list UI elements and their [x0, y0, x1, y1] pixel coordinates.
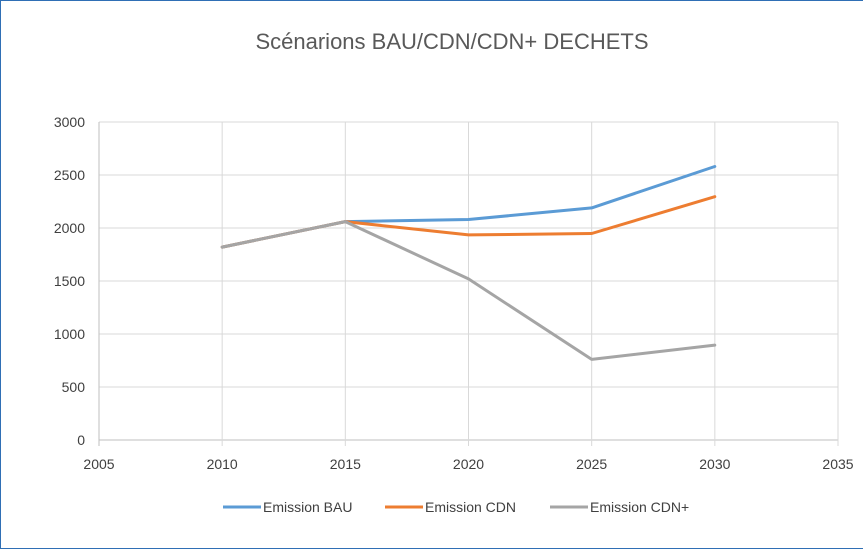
legend-label: Emission CDN+ — [590, 499, 689, 515]
grid — [98, 121, 839, 446]
series-lines — [220, 165, 717, 361]
x-tick-label: 2010 — [207, 456, 238, 472]
series-line-3 — [220, 220, 717, 361]
chart-title: Scénarions BAU/CDN/CDN+ DECHETS — [255, 29, 648, 54]
legend-item-1: Emission BAU — [223, 499, 352, 515]
y-tick-label: 2500 — [54, 167, 85, 183]
y-tick-label: 0 — [77, 432, 85, 448]
x-tick-label: 2025 — [576, 456, 607, 472]
y-tick-label: 3000 — [54, 114, 85, 130]
axis-ticks: 0 500 1000 1500 2000 2500 3000 2005 2010 2015 2020… — [54, 114, 854, 472]
x-tick-label: 2020 — [453, 456, 484, 472]
y-tick-label: 500 — [62, 379, 86, 395]
x-tick-label: 2035 — [822, 456, 853, 472]
x-tick-label: 2015 — [330, 456, 361, 472]
legend-label: Emission CDN — [425, 499, 516, 515]
y-tick-label: 1500 — [54, 273, 85, 289]
legend-label: Emission BAU — [263, 499, 352, 515]
x-tick-label: 2005 — [83, 456, 114, 472]
legend-item-3: Emission CDN+ — [550, 499, 689, 515]
y-tick-label: 1000 — [54, 326, 85, 342]
legend: Emission BAU Emission CDN Emission CDN+ — [223, 499, 689, 515]
x-tick-label: 2030 — [699, 456, 730, 472]
y-tick-label: 2000 — [54, 220, 85, 236]
legend-item-2: Emission CDN — [385, 499, 516, 515]
